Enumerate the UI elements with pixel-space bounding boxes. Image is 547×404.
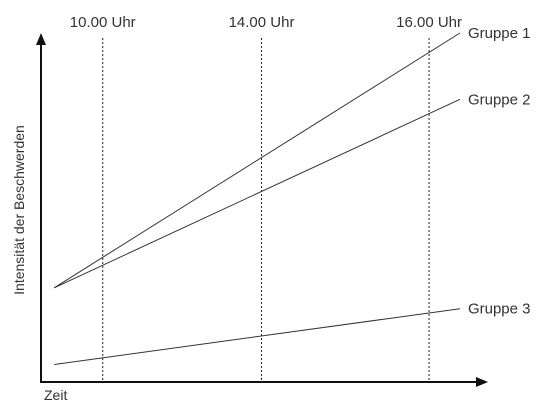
series-line: [54, 308, 461, 366]
time-markers: 10.00 Uhr 14.00 Uhr 16.00 Uhr: [70, 14, 462, 382]
y-axis-arrow: [36, 33, 46, 45]
series-label: Gruppe 2: [468, 91, 531, 108]
y-axis-label: Intensität der Beschwerden: [11, 125, 27, 295]
series-label: Gruppe 3: [468, 301, 531, 318]
time-marker-label: 10.00 Uhr: [70, 14, 136, 31]
series-line: [54, 98, 461, 289]
series-label: Gruppe 1: [468, 25, 531, 42]
x-axis-arrow: [476, 377, 488, 387]
series-lines: Gruppe 1 Gruppe 2 Gruppe 3: [53, 25, 531, 366]
series-line: [53, 32, 461, 289]
axes: [36, 33, 488, 387]
x-axis-label: Zeit: [44, 387, 67, 403]
time-marker-label: 14.00 Uhr: [229, 14, 295, 31]
time-marker-label: 16.00 Uhr: [396, 14, 462, 31]
